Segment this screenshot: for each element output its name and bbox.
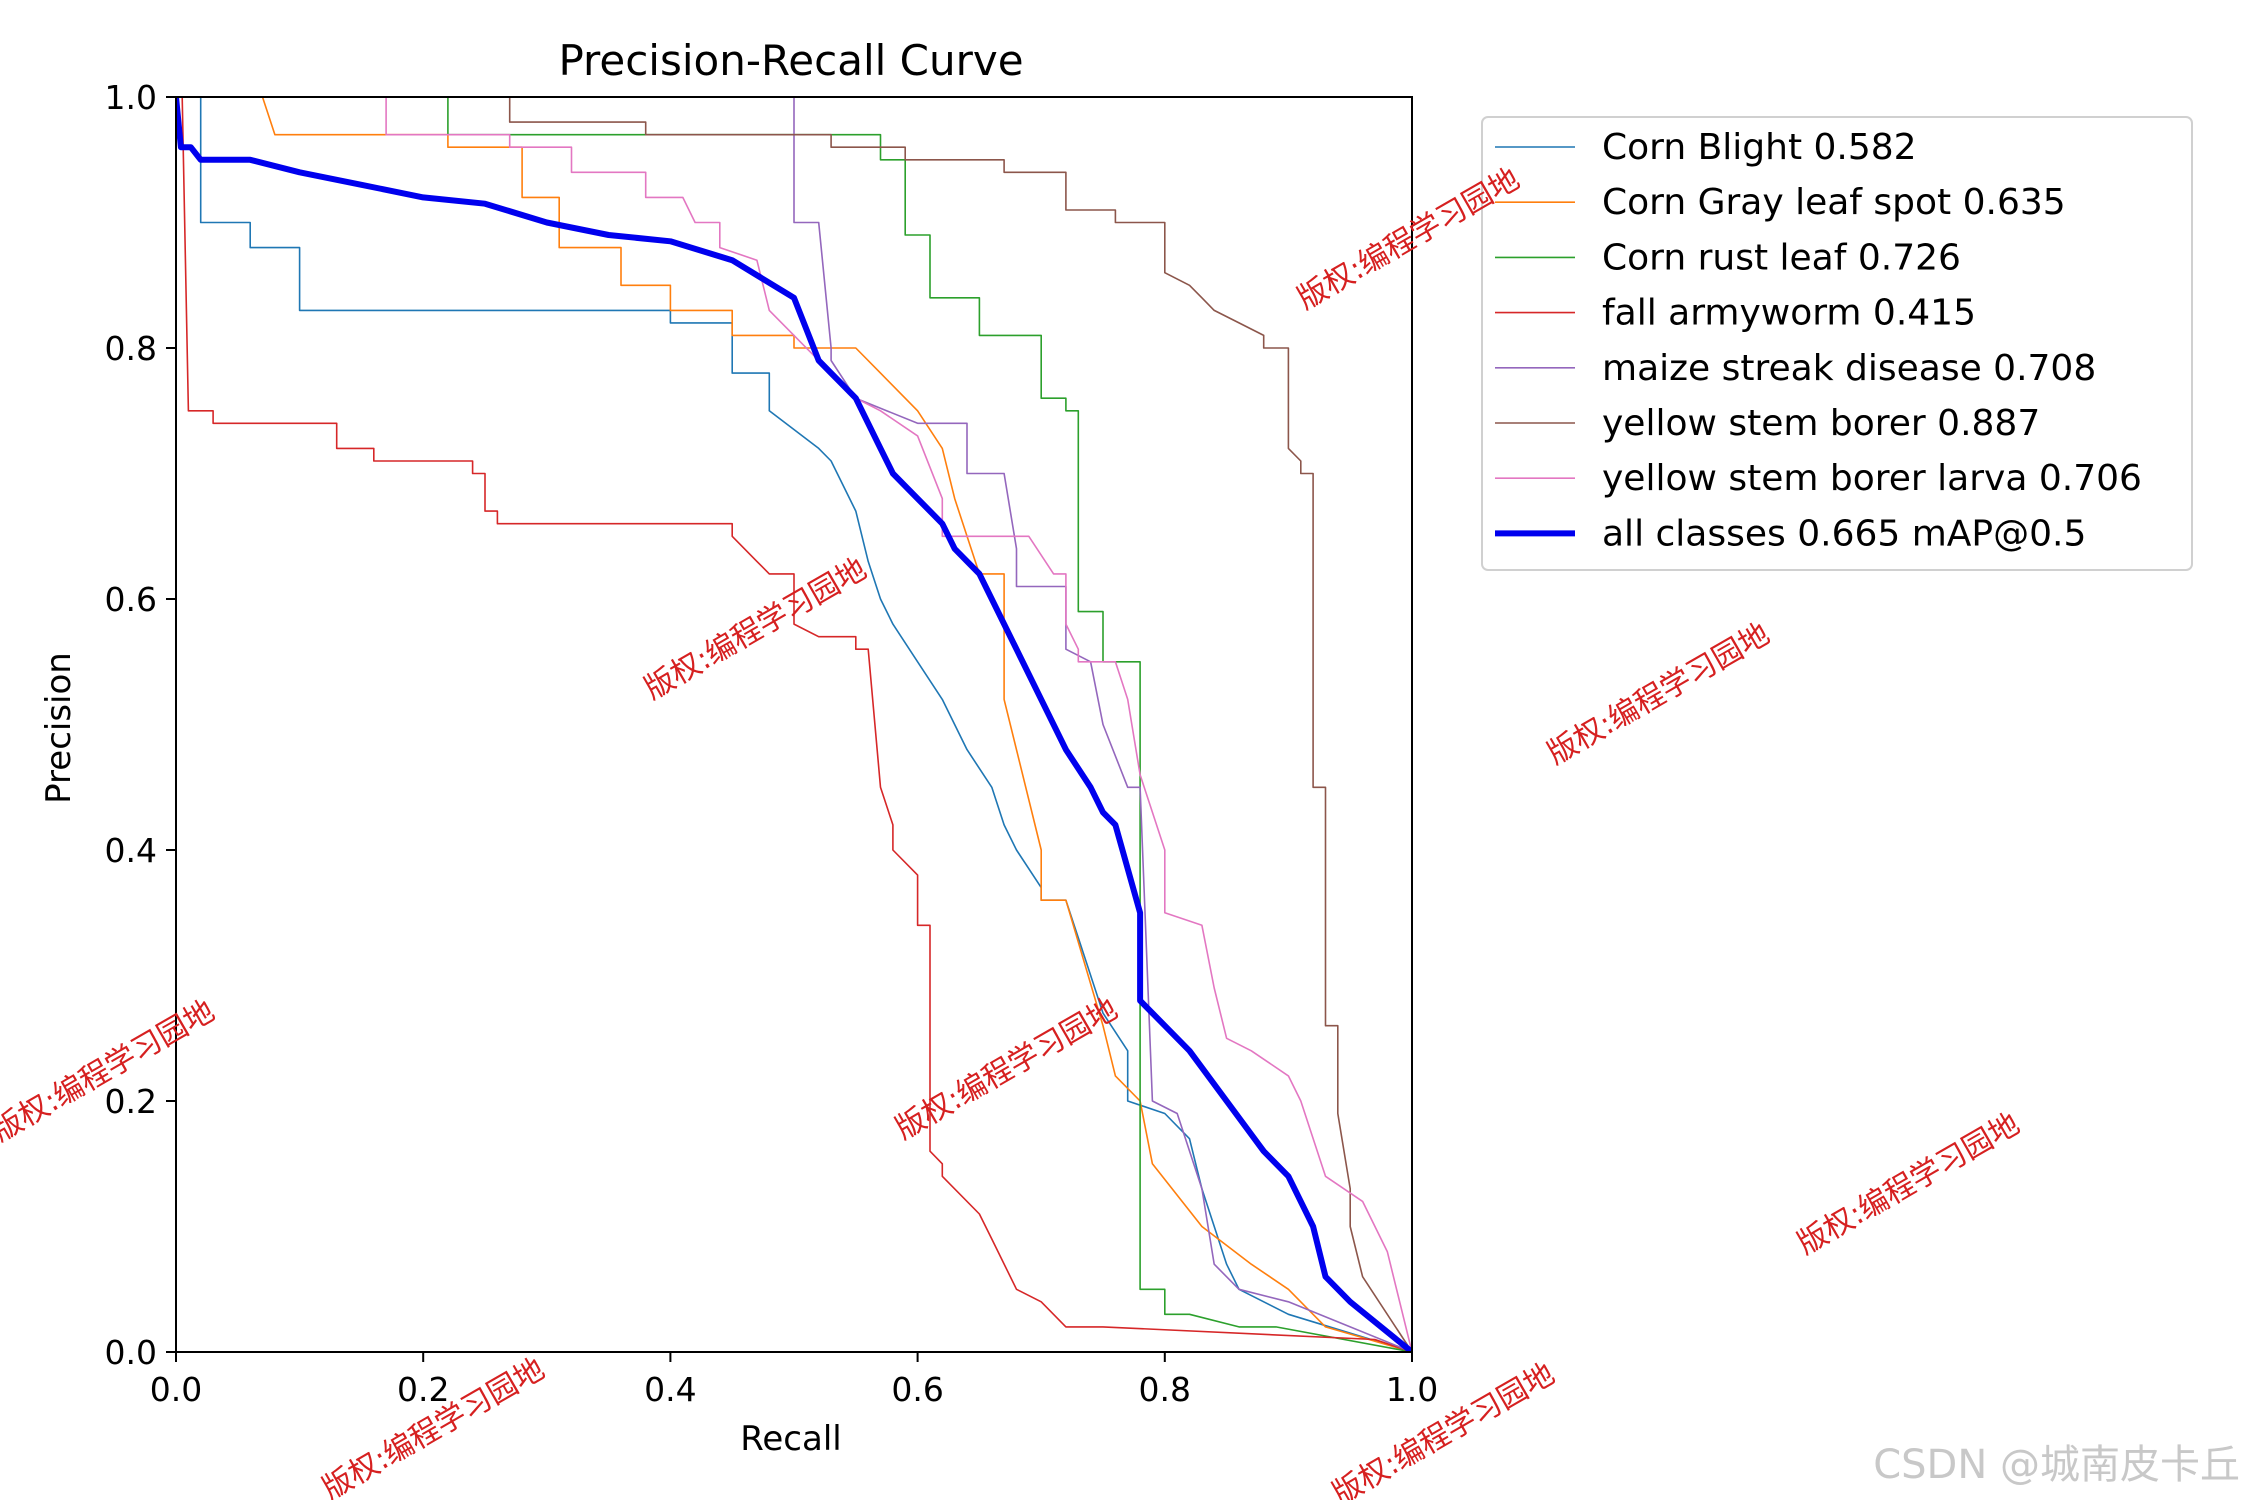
y-axis-title: Precision — [39, 652, 79, 804]
y-tick-label: 0.4 — [105, 831, 157, 870]
legend-entry: Corn rust leaf 0.726 — [1602, 237, 1961, 278]
x-axis-title: Recall — [740, 1419, 841, 1459]
legend-entry: yellow stem borer 0.887 — [1602, 403, 2040, 444]
y-tick-label: 0.2 — [105, 1082, 157, 1121]
legend: Corn Blight 0.582 Corn Gray leaf spot 0.6… — [1481, 116, 2193, 571]
chart-title: Precision-Recall Curve — [558, 36, 1023, 85]
plot-area — [176, 97, 1412, 1352]
legend-entry: fall armyworm 0.415 — [1602, 293, 1976, 334]
y-tick-label: 1.0 — [105, 78, 157, 117]
series-line-fall-armyworm — [181, 97, 1412, 1352]
legend-entry: yellow stem borer larva 0.706 — [1602, 458, 2142, 499]
axes-frame — [175, 96, 1413, 1353]
legend-entry: maize streak disease 0.708 — [1602, 348, 2096, 389]
series-line-all-classes — [176, 97, 1412, 1352]
legend-entry: Corn Gray leaf spot 0.635 — [1602, 182, 2066, 223]
x-tick-label: 0.4 — [644, 1370, 696, 1409]
x-tick-label: 0.8 — [1139, 1370, 1191, 1409]
series-line-yellow-stem-borer — [508, 97, 1412, 1352]
x-tick-label: 0.2 — [397, 1370, 449, 1409]
x-tick-label: 0.6 — [891, 1370, 943, 1409]
y-tick-label: 0.6 — [105, 580, 157, 619]
series-line-corn-rust-leaf — [397, 97, 1412, 1352]
series-line-corn-gray-leaf-spot — [261, 97, 1412, 1352]
x-tick-label: 0.0 — [150, 1370, 202, 1409]
csdn-credit: CSDN @城南皮卡丘 — [1873, 1442, 2240, 1488]
series-line-corn-blight — [176, 97, 1412, 1352]
legend-entry: all classes 0.665 mAP@0.5 — [1602, 513, 2086, 554]
x-tick-label: 1.0 — [1386, 1370, 1438, 1409]
axes: 0.0 0.2 0.4 0.6 0.8 1.0 0.0 0.2 0.4 0.6 0.8 1.0 — [105, 78, 1439, 1409]
y-tick-label: 0.0 — [105, 1333, 157, 1372]
series-line-yellow-stem-borer-larva — [372, 97, 1412, 1352]
legend-box — [1481, 116, 2193, 571]
legend-entry: Corn Blight 0.582 — [1602, 127, 1917, 168]
y-tick-label: 0.8 — [105, 329, 157, 368]
